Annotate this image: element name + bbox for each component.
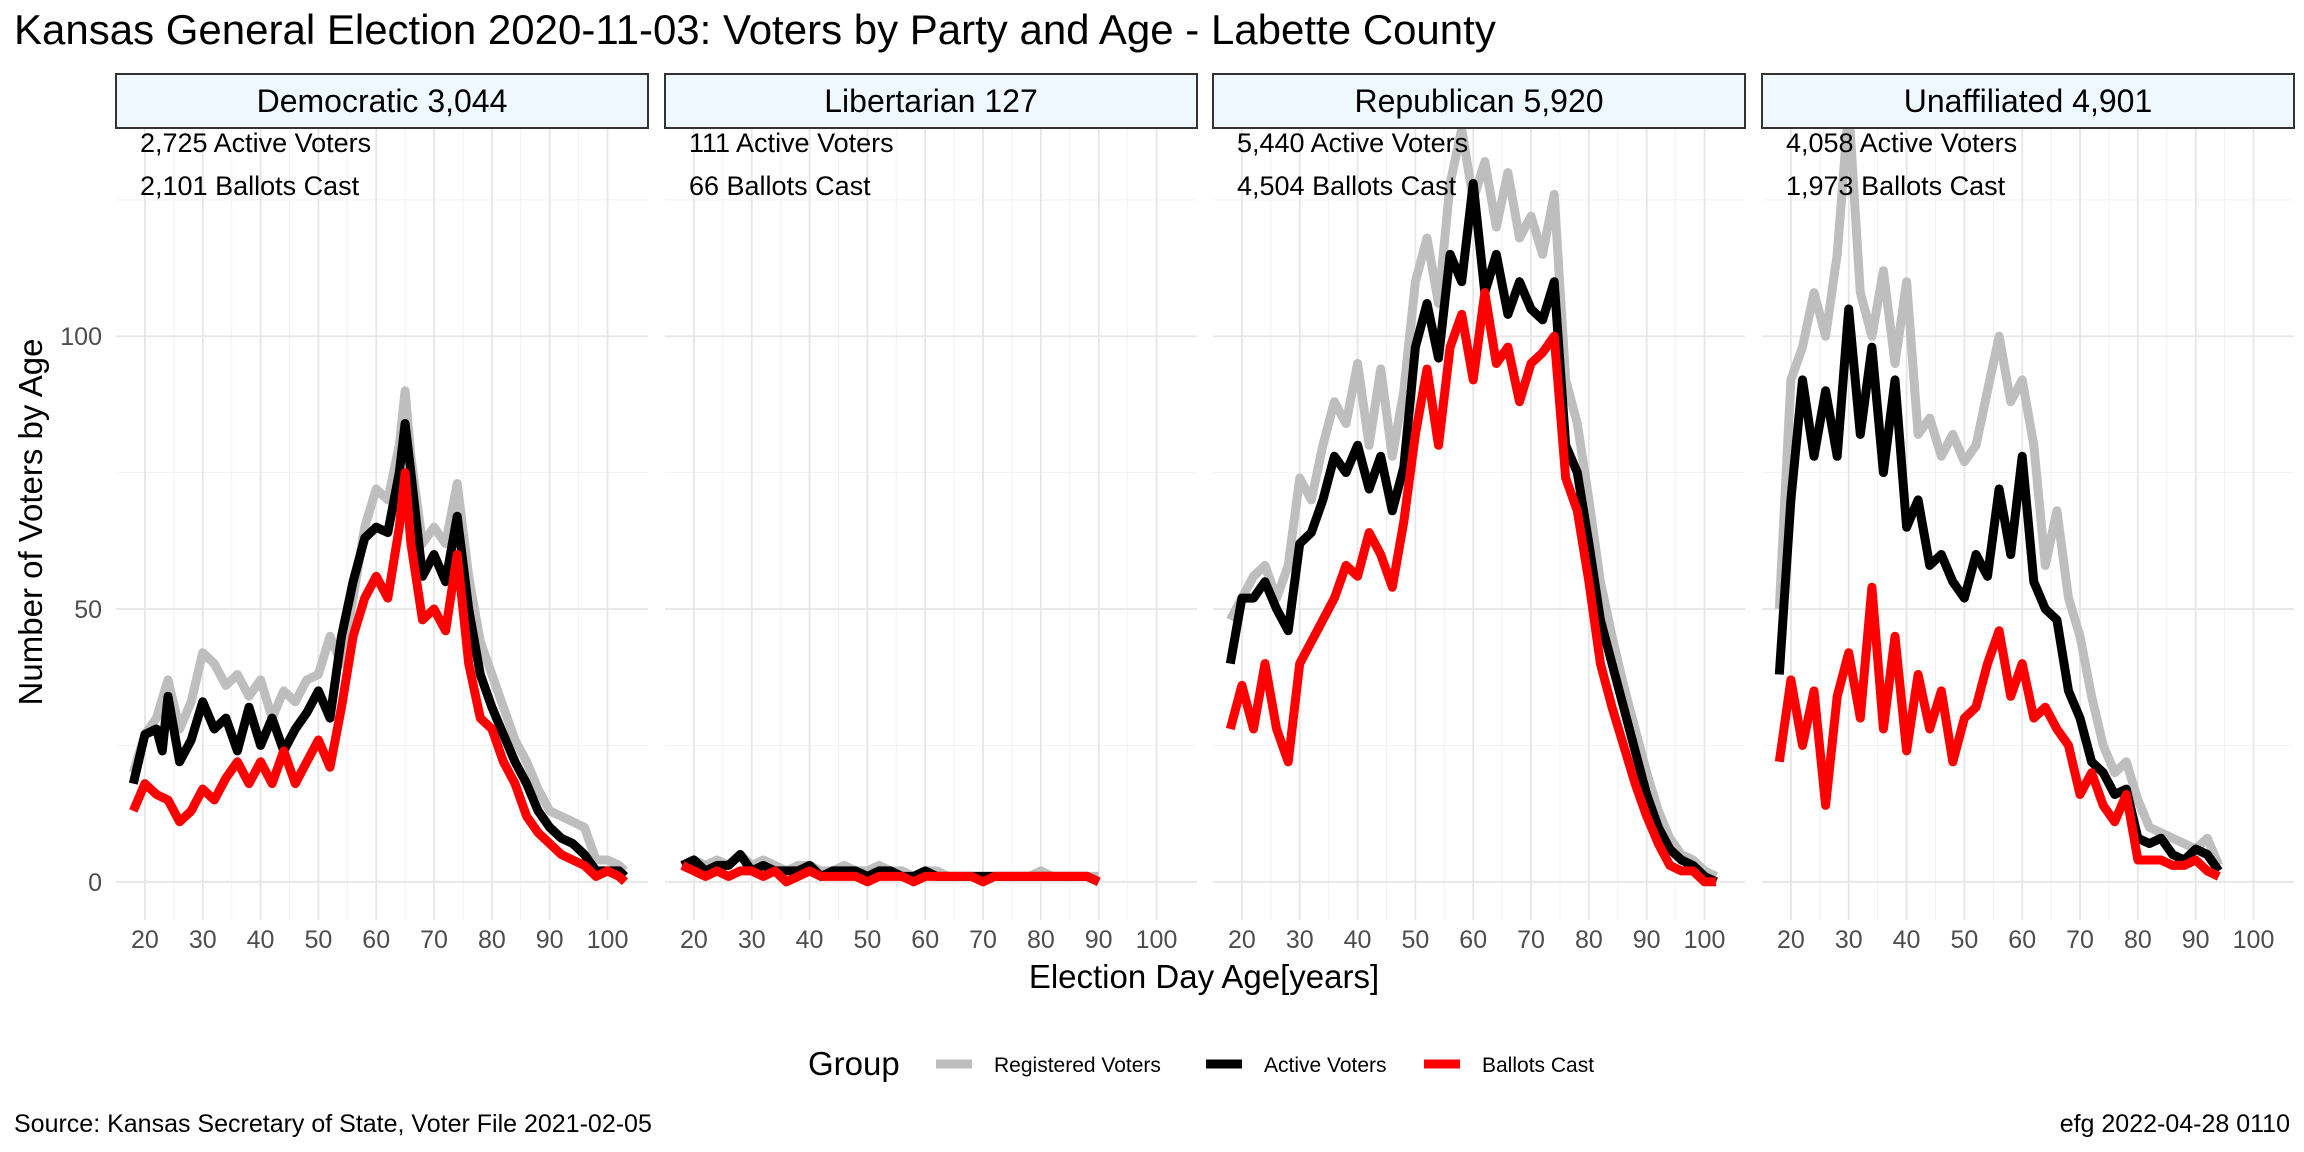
x-tick-label: 50 [1401,926,1429,954]
x-tick-label: 100 [2233,926,2275,954]
x-tick-label: 20 [1777,926,1805,954]
panel-annotation: 1,973 Ballots Cast [1786,171,2006,201]
x-tick-label: 90 [536,926,564,954]
facet-strip-label: Democratic 3,044 [257,83,508,119]
series-line [128,386,628,875]
timestamp-note: efg 2022-04-28 0110 [2059,1110,2290,1138]
facet-panel: 20 30 40 50 60 70 80 90 100 Unaffiliated 4,901 4,0… [1761,73,2295,954]
series-line [128,419,628,880]
series-line [1774,304,2223,874]
legend-label: Registered Voters [994,1054,1161,1077]
x-axis-title: Election Day Age[years] [1029,958,1379,995]
panel-annotation: 2,725 Active Voters [140,128,371,158]
x-tick-label: 40 [247,926,275,954]
x-tick-label: 80 [1575,926,1603,954]
x-tick-label: 40 [796,926,824,954]
panel-annotation: 2,101 Ballots Cast [140,171,360,201]
legend-title: Group [808,1045,900,1082]
x-tick-label: 60 [2008,926,2036,954]
legend-entry: Registered Voters [936,1054,1161,1077]
facet-panel: 20 30 40 50 60 70 80 90 100 Democratic 3,044 2,725… [115,73,649,954]
y-tick-label: 0 [88,869,102,897]
x-tick-label: 30 [189,926,217,954]
legend-label: Ballots Cast [1482,1054,1594,1077]
series-line [680,861,1101,887]
panel-annotation: 66 Ballots Cast [689,171,871,201]
series-line [1774,102,2223,868]
facet-strip-label: Republican 5,920 [1354,83,1603,119]
x-tick-label: 90 [1633,926,1661,954]
x-tick-label: 20 [131,926,159,954]
facet-strip [1761,73,2295,129]
x-tick-label: 70 [1517,926,1545,954]
x-tick-label: 60 [911,926,939,954]
x-tick-label: 20 [680,926,708,954]
x-tick-label: 100 [1136,926,1178,954]
y-tick-label: 50 [74,596,102,624]
series-line [1225,179,1718,886]
x-tick-label: 30 [738,926,766,954]
facet-strip [115,73,649,129]
panel-annotation: 4,058 Active Voters [1786,128,2017,158]
x-tick-label: 90 [2182,926,2210,954]
source-note: Source: Kansas Secretary of State, Voter… [14,1110,652,1138]
x-tick-label: 40 [1344,926,1372,954]
x-tick-label: 90 [1085,926,1113,954]
x-tick-label: 100 [587,926,629,954]
x-tick-label: 60 [362,926,390,954]
x-tick-label: 30 [1286,926,1314,954]
panels-group: 0 50 100 20 30 40 50 60 70 80 90 100 Democratic 3,04… [60,73,2295,954]
legend: Group Registered Voters Active Voters Ballo… [808,1045,1594,1082]
panel-annotation: 4,504 Ballots Cast [1237,171,1457,201]
x-tick-label: 70 [2066,926,2094,954]
legend-entry: Active Voters [1206,1054,1387,1077]
x-tick-label: 70 [969,926,997,954]
x-tick-label: 70 [420,926,448,954]
x-tick-label: 80 [2124,926,2152,954]
series-line [1774,582,2221,881]
legend-entry: Ballots Cast [1424,1054,1594,1077]
panel-annotation: 111 Active Voters [689,128,894,158]
facet-panel: 20 30 40 50 60 70 80 90 100 Republican 5,920 5,440… [1212,73,1746,954]
facet-strip [1212,73,1746,129]
x-tick-label: 20 [1228,926,1256,954]
x-tick-label: 80 [1027,926,1055,954]
facet-strip-label: Libertarian 127 [824,83,1037,119]
chart-title: Kansas General Election 2020-11-03: Vote… [14,6,1496,53]
y-axis-title: Number of Voters by Age [12,339,49,706]
x-tick-label: 50 [1950,926,1978,954]
panel-annotation: 5,440 Active Voters [1237,128,1468,158]
x-tick-label: 100 [1684,926,1726,954]
legend-label: Active Voters [1264,1054,1387,1077]
facet-strip [664,73,1198,129]
x-tick-label: 80 [478,926,506,954]
facet-strip-label: Unaffiliated 4,901 [1904,83,2152,119]
x-tick-label: 40 [1893,926,1921,954]
x-tick-label: 60 [1459,926,1487,954]
facet-panel: 20 30 40 50 60 70 80 90 100 Libertarian 127 111 Ac… [664,73,1198,954]
series-line [129,468,628,886]
series-line [1225,288,1717,887]
y-tick-label: 100 [60,323,102,351]
x-tick-label: 30 [1835,926,1863,954]
x-tick-label: 50 [853,926,881,954]
x-tick-label: 50 [304,926,332,954]
